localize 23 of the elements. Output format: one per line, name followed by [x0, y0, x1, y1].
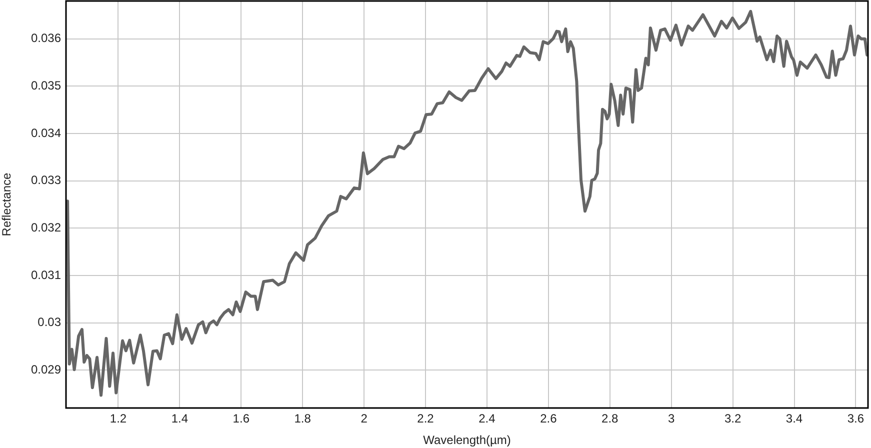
y-tick-label: 0.031 — [30, 268, 62, 282]
y-axis-title: Reflectance — [0, 172, 14, 236]
y-tick-label: 0.036 — [30, 31, 62, 46]
x-tick-label: 2.4 — [478, 412, 496, 426]
x-tick-label: 2.6 — [540, 412, 558, 426]
x-axis-title: Wavelength(µm) — [423, 433, 511, 448]
y-tick-label: 0.033 — [30, 173, 62, 188]
x-tick-label: 2.2 — [417, 412, 434, 426]
x-tick-label: 1.6 — [232, 412, 250, 426]
y-tick-label: 0.03 — [38, 315, 62, 330]
x-tick-label: 1.8 — [294, 412, 312, 426]
x-tick-label: 2.8 — [602, 412, 619, 426]
x-tick-label: 1.4 — [171, 412, 188, 426]
x-tick-label: 2 — [360, 412, 368, 426]
x-tick-label: 1.2 — [110, 412, 127, 426]
x-tick-label: 3.6 — [847, 412, 864, 426]
x-tick-label: 3.2 — [724, 412, 742, 426]
x-tick-label: 3 — [668, 412, 675, 426]
y-tick-label: 0.029 — [30, 362, 62, 376]
x-tick-label: 3.4 — [786, 412, 803, 426]
y-tick-label: 0.034 — [30, 126, 62, 140]
y-tick-label: 0.035 — [30, 78, 62, 92]
y-tick-label: 0.032 — [30, 220, 62, 234]
